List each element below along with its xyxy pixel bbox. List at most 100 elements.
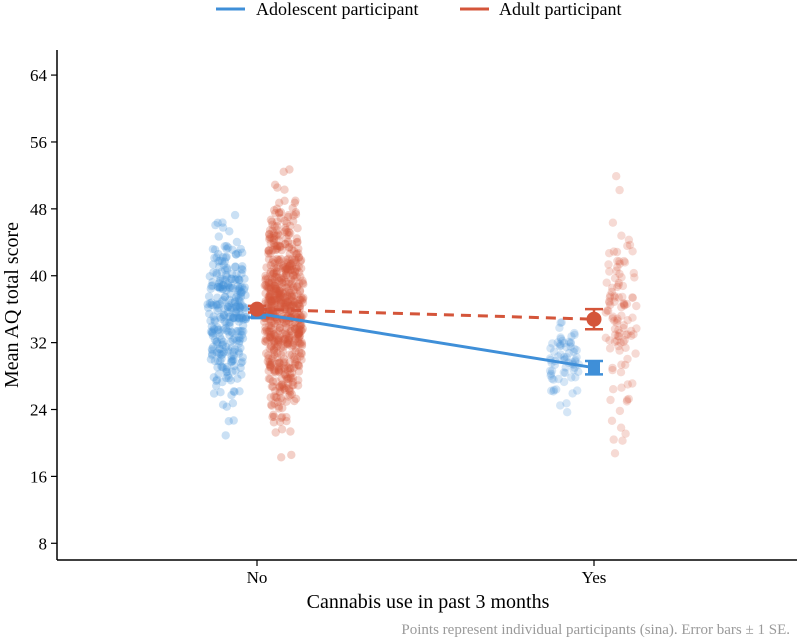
y-tick-label: 8 [39,534,48,553]
data-point [265,304,274,313]
data-point [283,339,292,348]
data-point [217,335,226,344]
data-point [556,333,565,342]
data-point [215,284,224,293]
data-point [229,313,239,322]
data-point [218,275,228,284]
data-point [628,293,637,302]
data-point [236,334,245,343]
data-point [266,361,275,371]
data-point [296,339,305,348]
data-point [278,347,287,356]
data-point [267,306,276,315]
data-point [289,211,298,220]
data-point [225,321,234,330]
data-point [289,363,299,372]
data-point [272,343,281,352]
data-point [218,223,228,232]
y-tick-label: 24 [30,401,48,420]
data-point [207,300,216,310]
data-point [232,336,241,345]
data-point [265,278,274,287]
data-point [265,360,274,369]
data-point [270,350,279,359]
data-point [282,270,291,279]
data-point [214,325,223,334]
data-point [623,354,632,364]
data-point [281,239,290,249]
data-point [274,340,283,349]
data-point [297,339,307,349]
data-point [264,295,273,304]
data-point [286,260,295,269]
data-point [210,325,219,334]
data-point [290,255,299,265]
data-point [222,252,231,262]
data-point [609,247,619,256]
data-point [277,453,286,462]
data-point [610,291,619,301]
data-point [286,259,295,269]
data-point [275,323,284,332]
data-point [220,242,229,251]
data-point [268,258,277,267]
data-point [274,291,284,300]
data-point [217,257,227,266]
data-point [284,230,293,240]
data-point [623,330,632,339]
data-point [619,299,628,308]
data-point [284,279,293,289]
data-point [285,338,294,347]
data-point [266,261,275,270]
data-point [234,349,244,358]
data-point [239,315,248,324]
data-point [224,301,234,310]
data-point [278,278,287,287]
data-point [282,338,291,347]
data-point [232,250,241,259]
data-point [261,289,270,298]
data-point [605,297,614,306]
data-point [269,412,279,421]
data-point [277,288,287,297]
data-point [283,237,293,246]
data-point [275,231,284,240]
data-point [284,243,293,252]
data-point [213,339,222,349]
data-point [222,241,231,251]
data-point [272,293,282,303]
data-point [209,312,218,321]
data-point [627,331,636,340]
data-point [288,283,297,292]
data-point [272,377,281,386]
data-point [297,293,306,302]
data-point [215,283,225,292]
data-point [228,367,237,376]
data-point [261,280,270,290]
data-point [287,296,296,305]
data-point [260,327,270,336]
data-point [548,339,557,348]
data-point [276,298,285,307]
data-point [266,393,275,402]
data-point [294,376,303,385]
data-point [545,366,555,376]
data-point [266,249,275,258]
data-point [234,339,244,348]
data-point [211,220,220,230]
data-point [271,285,281,294]
data-point [615,269,624,279]
data-point [608,314,617,323]
data-point [288,319,297,328]
data-point [549,347,559,356]
data-point [271,291,280,300]
data-point [233,249,243,258]
data-point [228,314,238,323]
data-point [265,326,274,335]
data-point [288,265,298,274]
data-point [235,308,244,317]
data-point [605,293,615,302]
data-point [232,237,242,247]
data-point [208,346,217,355]
data-point [280,328,290,337]
